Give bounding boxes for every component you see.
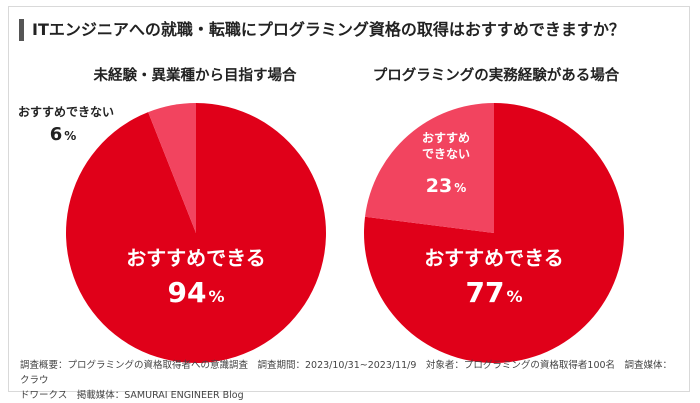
slice-label-recommend: おすすめできる (424, 246, 564, 270)
slice-label-recommend: おすすめできる (126, 246, 266, 270)
slice-value-recommend: 77% (466, 276, 523, 309)
chart-2-title: プログラミングの実務経験がある場合 (372, 68, 620, 84)
pie-chart-1: おすすめできる 94 % おすすめできない 6% (18, 103, 327, 363)
slice-recommend (363, 103, 625, 364)
slice-value-not-recommend: 23% (426, 175, 466, 197)
slice-value-recommend: 94% (168, 276, 225, 309)
slice-label-not-recommend: おすすめできない (18, 105, 114, 119)
slice-value-not-recommend: 6% (50, 124, 77, 145)
footnote-line-1: 調査概要：プログラミングの資格取得者への意識調査 調査期間：2023/10/31… (20, 360, 673, 386)
footnote-line-2: ドワークス 掲載媒体：SAMURAI ENGINEER Blog (20, 390, 244, 401)
slice-label-not-recommend: おすすめできない (422, 131, 470, 161)
page-title: ITエンジニアへの就職・転職にプログラミング資格の取得はおすすめできますか？ (32, 20, 625, 39)
slice-recommend (66, 103, 327, 363)
slice-not-recommend (148, 103, 196, 233)
slice-not-recommend (365, 103, 494, 233)
pie-chart-2: おすすめできる 77 % おすすめできない 23% (363, 103, 625, 364)
chart-1-title: 未経験・異業種から目指す場合 (93, 68, 297, 84)
title-accent-bar (19, 19, 24, 41)
survey-footnote: 調査概要：プログラミングの資格取得者への意識調査 調査期間：2023/10/31… (20, 358, 680, 403)
